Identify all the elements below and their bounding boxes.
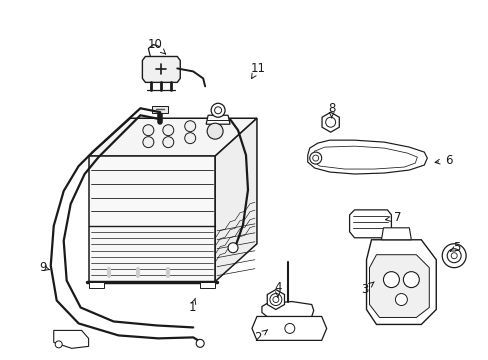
Polygon shape: [152, 106, 168, 113]
Circle shape: [211, 103, 224, 117]
Polygon shape: [88, 282, 103, 288]
Polygon shape: [262, 302, 313, 319]
Polygon shape: [88, 156, 215, 282]
Text: 5: 5: [449, 241, 460, 254]
Polygon shape: [215, 118, 256, 282]
Circle shape: [207, 123, 223, 139]
Text: 1: 1: [188, 298, 196, 314]
Polygon shape: [200, 282, 215, 288]
Text: 6: 6: [434, 154, 452, 167]
Circle shape: [142, 137, 154, 148]
Circle shape: [55, 341, 62, 348]
Circle shape: [309, 152, 321, 164]
Text: 11: 11: [250, 62, 265, 78]
Text: 7: 7: [385, 211, 400, 224]
Polygon shape: [54, 330, 88, 348]
Circle shape: [227, 243, 238, 253]
Polygon shape: [349, 210, 390, 238]
Circle shape: [163, 125, 173, 136]
Circle shape: [325, 117, 335, 127]
Circle shape: [403, 272, 419, 288]
Text: 9: 9: [39, 261, 49, 274]
Polygon shape: [369, 255, 428, 318]
Circle shape: [163, 137, 173, 148]
Circle shape: [196, 339, 203, 347]
Text: 8: 8: [327, 102, 335, 118]
Polygon shape: [206, 115, 229, 124]
Text: 3: 3: [360, 282, 373, 296]
Circle shape: [142, 125, 154, 136]
Circle shape: [395, 293, 407, 306]
Circle shape: [312, 155, 318, 161]
Polygon shape: [366, 240, 435, 324]
Polygon shape: [88, 118, 256, 156]
Circle shape: [450, 253, 456, 259]
Polygon shape: [267, 289, 284, 310]
Circle shape: [269, 293, 281, 306]
Circle shape: [447, 249, 460, 263]
Text: 4: 4: [274, 281, 281, 297]
Polygon shape: [307, 140, 427, 174]
Text: 10: 10: [147, 38, 165, 54]
Circle shape: [441, 244, 465, 268]
Circle shape: [184, 133, 195, 144]
Text: 2: 2: [254, 329, 267, 344]
Circle shape: [214, 107, 221, 114]
Polygon shape: [142, 57, 180, 82]
Polygon shape: [322, 112, 339, 132]
Circle shape: [184, 121, 195, 132]
Circle shape: [272, 297, 278, 302]
Polygon shape: [381, 228, 410, 240]
Circle shape: [383, 272, 399, 288]
Polygon shape: [251, 316, 326, 340]
Circle shape: [285, 323, 294, 333]
